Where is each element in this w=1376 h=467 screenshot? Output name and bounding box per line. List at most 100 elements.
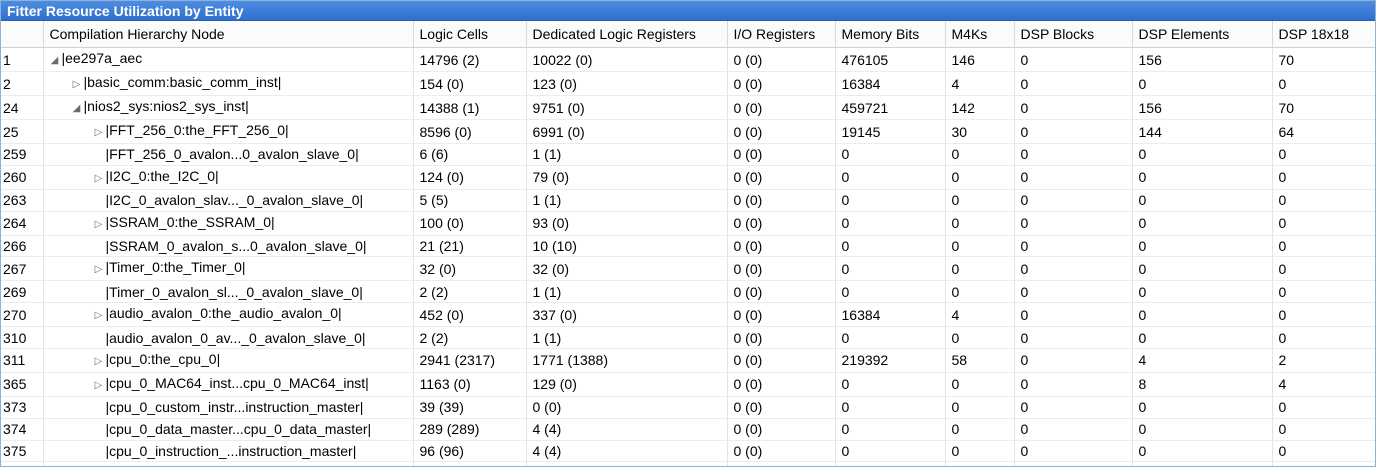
triangle-right-icon[interactable]: ▷ [94, 264, 103, 276]
dsp-blocks-cell: 0 [1014, 280, 1133, 304]
column-header-index[interactable] [1, 21, 44, 48]
table-row[interactable]: 1 ◢ |ee297a_aec 14796 (2) 10022 (0) 0 (0) 4761… [1, 47, 1375, 72]
table-row[interactable]: 373 |cpu_0_custom_instr...instruction_mas… [1, 396, 1375, 419]
triangle-right-icon[interactable]: ▷ [94, 310, 103, 322]
column-header-io-registers[interactable]: I/O Registers [727, 21, 836, 48]
hierarchy-node-label[interactable]: |Timer_0_avalon_sl..._0_avalon_slave_0| [105, 283, 363, 300]
io-registers-cell: 0 (0) [727, 372, 836, 397]
hierarchy-node-cell: ▷ |cpu_0:the_cpu_0| [43, 348, 414, 373]
row-id: 259 [1, 143, 44, 166]
dsp-18x18-cell: 0 [1272, 256, 1375, 282]
dsp-elements-cell: 8 [1132, 372, 1273, 397]
hierarchy-node-label[interactable]: |basic_comm:basic_comm_inst| [83, 74, 282, 90]
m4ks-cell: 0 [945, 440, 1015, 463]
column-header-dedicated-logic-registers[interactable]: Dedicated Logic Registers [526, 21, 728, 48]
row-id: 376 [1, 461, 44, 466]
logic-cells-cell: 32 (0) [413, 256, 527, 282]
table-row[interactable]: 263 |I2C_0_avalon_slav..._0_avalon_slave_… [1, 189, 1375, 212]
table-row[interactable]: 269 |Timer_0_avalon_sl..._0_avalon_slave_… [1, 280, 1375, 304]
triangle-right-icon[interactable]: ▷ [72, 79, 81, 90]
io-registers-cell: 0 (0) [727, 95, 836, 120]
triangle-right-icon[interactable]: ▷ [94, 355, 103, 367]
hierarchy-node-cell: ▷ |SSRAM_0:the_SSRAM_0| [43, 211, 414, 236]
table-row[interactable]: 264 ▷ |SSRAM_0:the_SSRAM_0| 100 (0) 93 (0) 0 … [1, 211, 1375, 236]
m4ks-cell: 0 [945, 189, 1015, 212]
column-header-dsp-blocks[interactable]: DSP Blocks [1014, 21, 1133, 48]
hierarchy-node-label[interactable]: |SSRAM_0_avalon_s...0_avalon_slave_0| [105, 237, 367, 254]
table-row[interactable]: 376 |cpu_0_jtag_debug...tag_debug_module|… [1, 461, 1375, 466]
table-row[interactable]: 2 ▷ |basic_comm:basic_comm_inst| 154 (0) 123… [1, 71, 1375, 96]
hierarchy-node-cell: ▷ |audio_avalon_0:the_audio_avalon_0| [43, 302, 414, 328]
hierarchy-node-label[interactable]: |cpu_0:the_cpu_0| [105, 350, 221, 367]
dsp-elements-cell: 0 [1132, 418, 1273, 441]
hierarchy-node-label[interactable]: |I2C_0:the_I2C_0| [105, 167, 219, 184]
row-id: 2 [1, 71, 44, 96]
hierarchy-node-label[interactable]: |FFT_256_0:the_FFT_256_0| [105, 122, 289, 138]
row-id: 266 [1, 235, 44, 258]
hierarchy-node-label[interactable]: |SSRAM_0:the_SSRAM_0| [105, 213, 275, 230]
hierarchy-node-label[interactable]: |cpu_0_instruction_...instruction_master… [105, 442, 357, 459]
io-registers-cell: 0 (0) [727, 418, 836, 441]
m4ks-cell: 142 [945, 95, 1015, 120]
table-row[interactable]: 310 |audio_avalon_0_av..._0_avalon_slave_… [1, 326, 1375, 349]
memory-bits-cell: 0 [835, 235, 946, 258]
triangle-right-icon[interactable]: ▷ [94, 127, 103, 138]
triangle-right-icon[interactable]: ▷ [94, 218, 103, 230]
dsp-blocks-cell: 0 [1014, 326, 1133, 349]
hierarchy-node-cell: |I2C_0_avalon_slav..._0_avalon_slave_0| [43, 189, 414, 212]
dedicated-logic-registers-cell: 10 (10) [526, 235, 728, 258]
table-row[interactable]: 25 ▷ |FFT_256_0:the_FFT_256_0| 8596 (0) 6991… [1, 119, 1375, 144]
hierarchy-node-label[interactable]: |Timer_0:the_Timer_0| [105, 259, 246, 276]
hierarchy-node-label[interactable]: |audio_avalon_0_av..._0_avalon_slave_0| [105, 329, 366, 346]
dsp-18x18-cell: 70 [1272, 47, 1375, 72]
table-row[interactable]: 365 ▷ |cpu_0_MAC64_inst...cpu_0_MAC64_inst… [1, 372, 1375, 397]
dsp-blocks-cell: 0 [1014, 95, 1133, 120]
dsp-blocks-cell: 0 [1014, 165, 1133, 190]
column-header-hierarchy-node[interactable]: Compilation Hierarchy Node [43, 21, 414, 48]
column-header-memory-bits[interactable]: Memory Bits [835, 21, 946, 48]
triangle-right-icon[interactable]: ▷ [94, 379, 103, 391]
m4ks-cell: 4 [945, 71, 1015, 96]
hierarchy-node-label[interactable]: |cpu_0_custom_instr...instruction_master… [105, 399, 364, 416]
hierarchy-node-label[interactable]: |I2C_0_avalon_slav..._0_avalon_slave_0| [105, 192, 364, 209]
triangle-down-icon[interactable]: ◢ [50, 55, 59, 66]
dsp-18x18-cell: 0 [1272, 165, 1375, 190]
column-header-dsp-elements[interactable]: DSP Elements [1132, 21, 1273, 48]
column-header-dsp-18x18[interactable]: DSP 18x18 [1272, 21, 1375, 48]
column-header-m4ks[interactable]: M4Ks [945, 21, 1015, 48]
table-row[interactable]: 24 ◢ |nios2_sys:nios2_sys_inst| 14388 (1) 97… [1, 95, 1375, 120]
dedicated-logic-registers-cell: 4 (4) [526, 418, 728, 441]
dedicated-logic-registers-cell: 0 (0) [526, 396, 728, 419]
logic-cells-cell: 39 (39) [413, 396, 527, 419]
triangle-right-icon[interactable]: ▷ [94, 172, 103, 184]
table-row[interactable]: 260 ▷ |I2C_0:the_I2C_0| 124 (0) 79 (0) 0 (0) 0… [1, 165, 1375, 190]
io-registers-cell: 0 (0) [727, 143, 836, 166]
hierarchy-node-label[interactable]: |cpu_0_MAC64_inst...cpu_0_MAC64_inst| [105, 374, 369, 391]
logic-cells-cell: 6 (6) [413, 143, 527, 166]
dedicated-logic-registers-cell: 129 (0) [526, 372, 728, 397]
hierarchy-node-label[interactable]: |ee297a_aec [61, 50, 143, 66]
memory-bits-cell: 0 [835, 326, 946, 349]
table-row[interactable]: 311 ▷ |cpu_0:the_cpu_0| 2941 (2317) 1771 (13… [1, 348, 1375, 373]
triangle-down-icon[interactable]: ◢ [72, 103, 81, 114]
dsp-elements-cell: 0 [1132, 165, 1273, 190]
hierarchy-node-label[interactable]: |cpu_0_data_master...cpu_0_data_master| [105, 421, 372, 438]
table-row[interactable]: 267 ▷ |Timer_0:the_Timer_0| 32 (0) 32 (0) 0 (… [1, 256, 1375, 282]
table-row[interactable]: 259 |FFT_256_0_avalon...0_avalon_slave_0|… [1, 143, 1375, 166]
column-header-logic-cells[interactable]: Logic Cells [413, 21, 527, 48]
memory-bits-cell: 0 [835, 165, 946, 190]
dsp-blocks-cell: 0 [1014, 372, 1133, 397]
table-row[interactable]: 374 |cpu_0_data_master...cpu_0_data_maste… [1, 418, 1375, 441]
m4ks-cell: 0 [945, 418, 1015, 441]
hierarchy-node-label[interactable]: |audio_avalon_0:the_audio_avalon_0| [105, 305, 342, 322]
logic-cells-cell: 14388 (1) [413, 95, 527, 120]
hierarchy-node-label[interactable]: |cpu_0_jtag_debug...tag_debug_module| [106, 463, 360, 466]
table-row[interactable]: 266 |SSRAM_0_avalon_s...0_avalon_slave_0|… [1, 235, 1375, 258]
hierarchy-node-label[interactable]: |FFT_256_0_avalon...0_avalon_slave_0| [105, 146, 359, 163]
table-row[interactable]: 270 ▷ |audio_avalon_0:the_audio_avalon_0| 4… [1, 302, 1375, 328]
table-row[interactable]: 375 |cpu_0_instruction_...instruction_mas… [1, 440, 1375, 463]
logic-cells-cell: 5 (5) [413, 189, 527, 212]
hierarchy-node-label[interactable]: |nios2_sys:nios2_sys_inst| [83, 98, 249, 114]
dsp-18x18-cell: 0 [1272, 189, 1375, 212]
